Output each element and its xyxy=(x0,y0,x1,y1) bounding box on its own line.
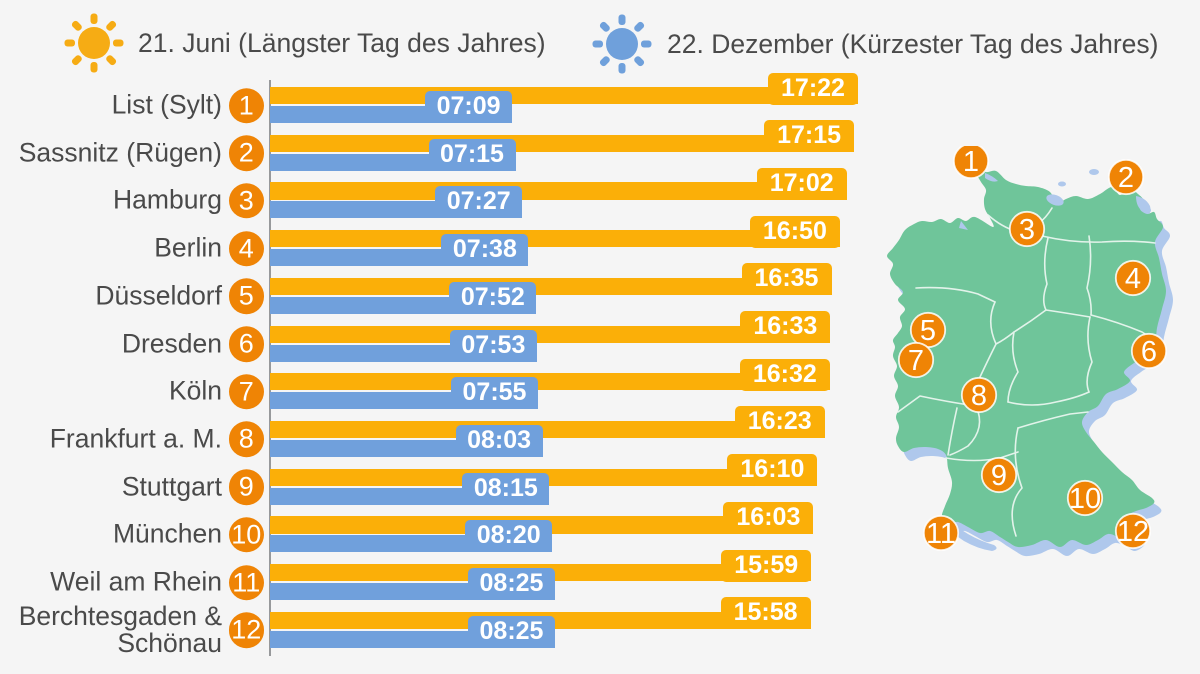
svg-text:2: 2 xyxy=(1118,162,1134,194)
svg-text:10: 10 xyxy=(1069,483,1101,515)
svg-text:3: 3 xyxy=(1019,214,1035,246)
svg-text:11: 11 xyxy=(926,518,956,550)
svg-text:9: 9 xyxy=(991,460,1007,492)
svg-text:1: 1 xyxy=(963,146,979,178)
svg-text:6: 6 xyxy=(1141,336,1157,368)
svg-text:12: 12 xyxy=(1117,516,1149,548)
svg-text:8: 8 xyxy=(971,380,987,412)
svg-text:5: 5 xyxy=(920,315,936,347)
svg-text:7: 7 xyxy=(908,345,924,377)
svg-text:4: 4 xyxy=(1125,263,1141,295)
